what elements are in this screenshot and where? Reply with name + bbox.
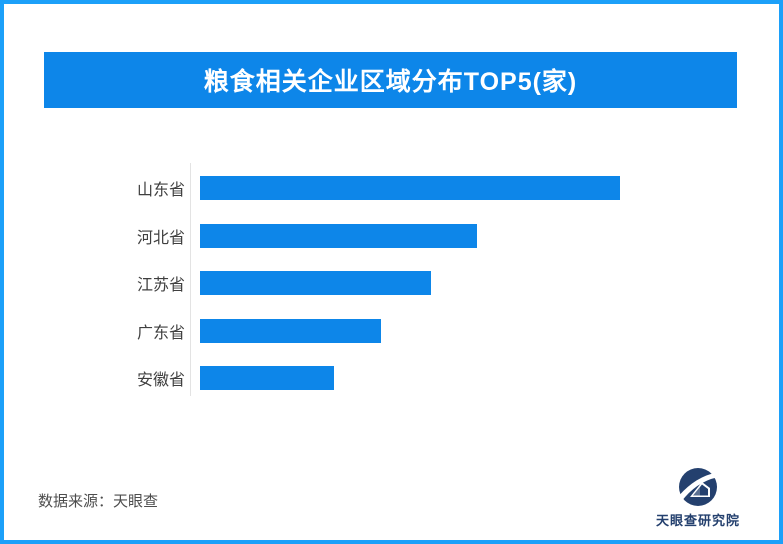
bar-row: 安徽省 (0, 366, 334, 390)
brand-name-text: 天眼查研究院 (655, 513, 740, 528)
category-label: 山东省 (136, 182, 185, 199)
brand-block: 天眼查研究院 (650, 468, 746, 529)
bar (200, 366, 334, 390)
bar-row: 江苏省 (0, 271, 431, 295)
bar (200, 271, 431, 295)
y-axis-line (190, 163, 191, 396)
bar-row: 山东省 (0, 176, 620, 200)
data-source-note: 数据来源：天眼查 (38, 493, 159, 510)
bar-chart: 山东省河北省江苏省广东省安徽省 (0, 176, 783, 396)
tianyancha-eye-logo (679, 468, 717, 506)
bar (200, 318, 381, 343)
bar (200, 176, 620, 200)
bar-row: 河北省 (0, 223, 477, 248)
category-label: 江苏省 (136, 277, 185, 294)
category-label: 广东省 (136, 324, 185, 342)
chart-title-banner: 粮食相关企业区域分布TOP5(家) (44, 52, 737, 108)
chart-title: 粮食相关企业区域分布TOP5(家) (203, 68, 578, 96)
bar (200, 223, 477, 248)
bar-row: 广东省 (0, 318, 381, 343)
category-label: 河北省 (136, 229, 185, 247)
category-label: 安徽省 (136, 372, 185, 389)
